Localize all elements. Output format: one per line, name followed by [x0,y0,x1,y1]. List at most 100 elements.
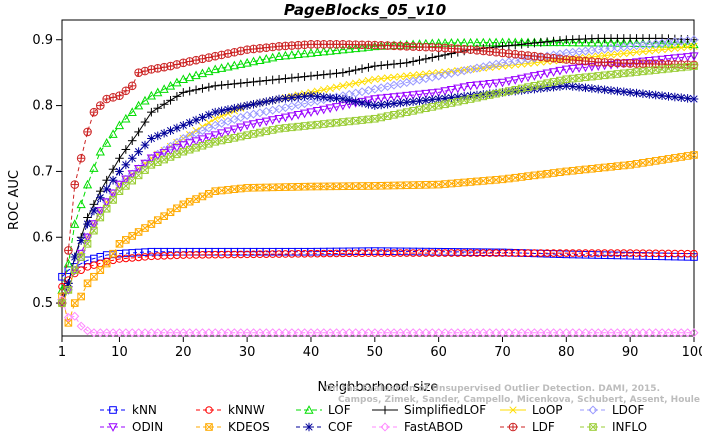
data-point-simplifiedlof [408,57,418,66]
data-point-ldof [255,108,265,118]
data-point-odin [548,68,559,77]
legend-label-simplifiedlof: SimplifiedLOF [404,403,486,417]
data-point-fastabod [249,328,259,338]
data-point-simplifiedlof [517,40,526,49]
data-point-odin [497,78,508,88]
data-point-cof [242,101,252,110]
data-point-loop [690,42,698,50]
data-point-lof [108,129,118,138]
data-point-inflo [428,103,437,111]
data-point-loop [332,83,341,91]
data-point-kdeos [205,190,213,198]
data-point-loop [352,79,360,87]
data-point-odin [140,159,150,169]
data-point-cof [581,83,590,93]
data-point-simplifiedlof [140,117,150,127]
data-point-fastabod [70,311,80,321]
data-point-fastabod [529,328,539,338]
legend-item-kdeos: KDEOS [196,420,270,434]
data-point-simplifiedlof [376,61,386,70]
data-point-odin [293,111,303,120]
data-point-simplifiedlof [166,96,175,105]
data-point-lof [580,37,591,47]
data-point-fastabod [229,328,239,338]
data-point-lof [172,77,182,87]
data-point-simplifiedlof [153,103,163,113]
data-point-fastabod [453,328,463,338]
data-point-odin [682,53,693,62]
data-point-simplifiedlof [383,60,392,70]
data-point-lof [76,199,86,209]
data-point-lof [165,80,176,90]
series-line-knn [61,250,695,278]
data-point-simplifiedlof [325,69,335,79]
data-point-inflo [626,68,634,77]
data-point-fastabod [197,328,207,338]
data-point-inflo [575,74,583,82]
data-point-fastabod [638,328,648,338]
data-point-cof [293,92,303,102]
data-point-fastabod [523,328,533,338]
data-point-inflo [390,111,398,119]
data-point-fastabod [561,328,571,338]
data-point-fastabod [683,328,693,338]
data-point-kdeos [70,299,79,307]
data-point-cof [166,126,175,135]
legend-marker-lof [304,405,314,414]
data-point-fastabod [414,328,425,338]
legend-item-simplifiedlof: SimplifiedLOF [372,403,486,417]
data-point-loop [626,49,634,57]
data-point-cof [236,102,246,112]
data-point-odin [191,137,201,146]
data-point-lof [153,87,163,97]
data-point-odin [299,109,310,119]
data-point-ldf [230,47,239,57]
data-point-odin [159,149,169,158]
data-point-odin [670,54,680,64]
data-point-ldof [363,85,373,95]
data-point-simplifiedlof [396,59,405,68]
data-point-simplifiedlof [523,39,533,48]
data-point-fastabod [121,328,131,338]
data-point-odin [165,146,176,156]
data-point-fastabod [427,328,437,338]
data-point-inflo [415,105,424,114]
data-point-ldof [351,88,361,98]
data-point-cof [389,99,399,108]
data-point-simplifiedlof [364,63,373,72]
data-point-inflo [102,204,111,213]
data-point-loop [339,82,347,90]
data-point-cof [319,92,329,102]
data-point-fastabod [689,328,699,338]
data-point-fastabod [204,328,214,338]
data-point-loop [415,70,424,79]
data-point-fastabod [446,328,456,338]
data-point-ldf [83,127,92,137]
data-point-cof [593,84,603,94]
legend-item-knn: kNN [100,403,157,417]
data-point-odin [274,114,284,124]
data-point-odin [312,107,322,116]
data-point-kdeos [141,224,149,232]
data-point-simplifiedlof [274,74,284,84]
data-point-lof [210,64,220,74]
data-point-simplifiedlof [351,65,360,75]
data-point-fastabod [76,321,86,331]
data-point-odin [197,135,208,145]
series-inflo [58,62,698,307]
data-point-odin [446,85,457,95]
data-point-ldof [261,107,271,117]
data-point-loop [211,115,219,123]
data-point-inflo [383,112,392,120]
data-point-lof [191,70,201,80]
data-point-inflo [96,213,105,222]
data-point-ldf [198,54,207,64]
data-point-kdeos [651,157,660,165]
data-point-fastabod [472,328,482,338]
data-point-fastabod [434,328,444,338]
legend-marker-knn [109,406,117,414]
data-point-fastabod [478,328,488,338]
data-point-loop [479,64,487,72]
series-fastabod [57,295,699,338]
data-point-cof [683,94,692,103]
